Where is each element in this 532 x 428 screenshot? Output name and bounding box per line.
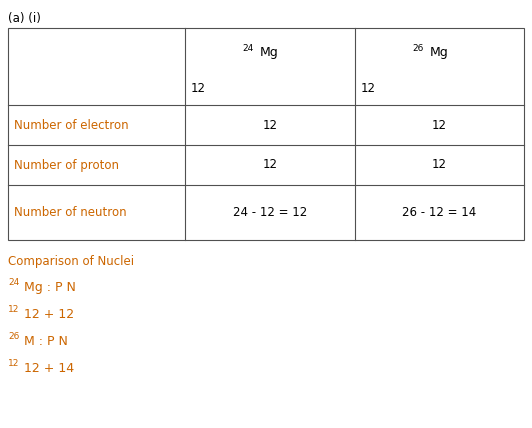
- Text: 12: 12: [8, 359, 19, 368]
- Text: 12: 12: [191, 82, 206, 95]
- Text: Mg: Mg: [260, 46, 279, 59]
- Text: Comparison of Nuclei: Comparison of Nuclei: [8, 255, 134, 268]
- Text: 24: 24: [8, 278, 19, 287]
- Text: 24 - 12 = 12: 24 - 12 = 12: [233, 206, 307, 219]
- Text: 12: 12: [262, 158, 278, 172]
- Text: 24: 24: [243, 44, 254, 53]
- Text: Mg : P N: Mg : P N: [24, 281, 76, 294]
- Bar: [8, 28, 524, 240]
- Text: 26 - 12 = 14: 26 - 12 = 14: [402, 206, 477, 219]
- Text: (a) (i): (a) (i): [8, 12, 41, 25]
- Text: 12 + 14: 12 + 14: [24, 362, 74, 375]
- Text: 12: 12: [8, 305, 19, 314]
- Text: 26: 26: [8, 332, 19, 341]
- Text: M : P N: M : P N: [24, 335, 68, 348]
- Text: 12 + 12: 12 + 12: [24, 308, 74, 321]
- Text: 12: 12: [432, 158, 447, 172]
- Text: 12: 12: [361, 82, 376, 95]
- Text: Mg: Mg: [429, 46, 448, 59]
- Text: Number of electron: Number of electron: [14, 119, 129, 131]
- Text: Number of proton: Number of proton: [14, 158, 119, 172]
- Text: Number of neutron: Number of neutron: [14, 206, 127, 219]
- Text: 12: 12: [262, 119, 278, 131]
- Text: 12: 12: [432, 119, 447, 131]
- Text: 26: 26: [412, 44, 423, 53]
